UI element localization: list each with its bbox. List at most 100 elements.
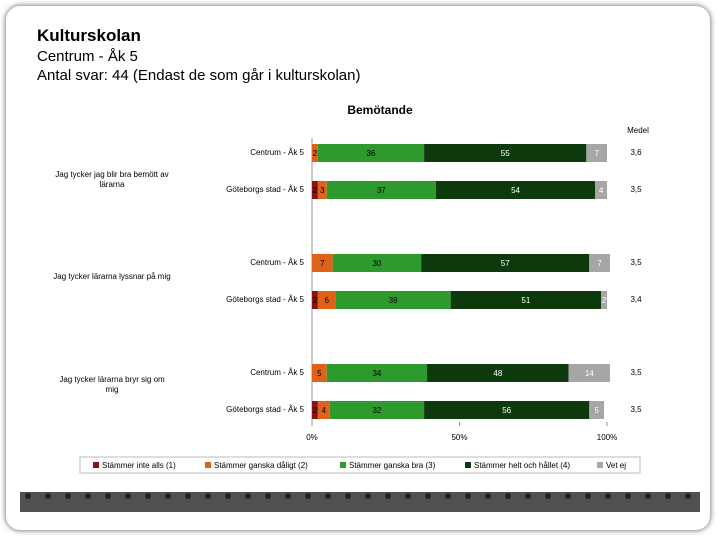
mean-label: 3,6 xyxy=(630,148,642,157)
bar-segment xyxy=(326,181,436,199)
footer-figure xyxy=(525,493,531,499)
footer-figure xyxy=(185,493,191,499)
value-label: 39 xyxy=(389,296,398,305)
bar-segment xyxy=(568,364,610,382)
value-label: 6 xyxy=(325,296,330,305)
footer-figure xyxy=(205,493,211,499)
bar-segment xyxy=(317,181,327,199)
mean-label: 3,5 xyxy=(630,368,642,377)
value-label: 54 xyxy=(511,186,520,195)
slide-title: Kulturskolan xyxy=(37,26,141,45)
footer-figure xyxy=(165,493,171,499)
footer-figure xyxy=(565,493,571,499)
footer-decoration xyxy=(20,492,700,512)
bar-segment xyxy=(312,254,333,272)
bar-segment xyxy=(589,254,610,272)
footer-figure xyxy=(225,493,231,499)
footer-figure xyxy=(665,493,671,499)
category-label: Göteborgs stad - Åk 5 xyxy=(226,295,304,304)
footer-figure xyxy=(25,493,31,499)
bar-segment xyxy=(435,181,596,199)
legend-label: Stämmer ganska bra (3) xyxy=(349,461,436,470)
value-label: 36 xyxy=(367,149,376,158)
bar-segment xyxy=(312,291,318,309)
value-label: 14 xyxy=(585,369,594,378)
footer-figure xyxy=(585,493,591,499)
value-label: 57 xyxy=(501,259,510,268)
bar-segment xyxy=(312,401,318,419)
x-tick-label: 0% xyxy=(306,433,318,442)
footer-figure xyxy=(45,493,51,499)
bar-segment xyxy=(332,254,422,272)
value-label: 32 xyxy=(372,406,381,415)
bar-segment xyxy=(424,401,590,419)
value-label: 7 xyxy=(597,259,602,268)
bar-segment xyxy=(335,291,451,309)
bar-segment xyxy=(312,364,327,382)
slide-subtitle: Centrum - Åk 5 xyxy=(37,48,138,65)
value-label: 55 xyxy=(501,149,510,158)
footer-figure xyxy=(505,493,511,499)
footer-figure xyxy=(425,493,431,499)
value-label: 4 xyxy=(599,186,604,195)
legend-label: Stämmer helt och hållet (4) xyxy=(474,461,570,470)
bar-segment xyxy=(601,291,607,309)
bar-segment xyxy=(450,291,602,309)
footer-figure xyxy=(105,493,111,499)
mean-label: 3,4 xyxy=(630,295,642,304)
legend-box xyxy=(79,456,641,474)
legend-label: Stämmer inte alls (1) xyxy=(102,461,176,470)
value-label: 34 xyxy=(372,369,381,378)
category-label: Centrum - Åk 5 xyxy=(250,368,304,377)
legend-swatch xyxy=(465,462,471,468)
category-label: Göteborgs stad - Åk 5 xyxy=(226,185,304,194)
bar-segment xyxy=(595,181,607,199)
bar-segment xyxy=(312,144,318,162)
value-label: 2 xyxy=(313,186,318,195)
value-label: 30 xyxy=(372,259,381,268)
group-label: Jag tycker lärarna bryr sig om mig xyxy=(59,375,165,394)
footer-figure xyxy=(245,493,251,499)
legend-swatch xyxy=(340,462,346,468)
bar-segment xyxy=(424,144,587,162)
footer-figure xyxy=(445,493,451,499)
footer-figure xyxy=(265,493,271,499)
x-tick-label: 50% xyxy=(451,433,467,442)
value-label: 48 xyxy=(493,369,502,378)
bar-segment xyxy=(586,144,607,162)
footer-figure xyxy=(325,493,331,499)
value-label: 37 xyxy=(377,186,386,195)
value-label: 2 xyxy=(602,296,607,305)
footer-figure xyxy=(85,493,91,499)
value-label: 3 xyxy=(320,186,325,195)
x-tick-label: 100% xyxy=(597,433,617,442)
chart-title: Bemötande xyxy=(347,103,413,117)
value-label: 51 xyxy=(521,296,530,305)
value-label: 2 xyxy=(313,406,318,415)
bar-segment xyxy=(317,291,336,309)
mean-title: Medel xyxy=(627,126,649,135)
bar-segment xyxy=(326,364,428,382)
value-label: 5 xyxy=(594,406,599,415)
group-label: Jag tycker jag blir bra bemött av lärarn… xyxy=(55,170,169,189)
category-label: Centrum - Åk 5 xyxy=(250,258,304,267)
value-label: 56 xyxy=(502,406,511,415)
mean-label: 3,5 xyxy=(630,185,642,194)
value-label: 2 xyxy=(313,296,318,305)
footer-figure xyxy=(645,493,651,499)
category-label: Göteborgs stad - Åk 5 xyxy=(226,405,304,414)
footer-figure xyxy=(345,493,351,499)
footer-figure xyxy=(545,493,551,499)
bar-segment xyxy=(317,401,330,419)
footer-figure xyxy=(485,493,491,499)
mean-label: 3,5 xyxy=(630,405,642,414)
footer-figure xyxy=(465,493,471,499)
value-label: 2 xyxy=(313,149,318,158)
footer-figure xyxy=(685,493,691,499)
footer-figure xyxy=(125,493,131,499)
category-label: Centrum - Åk 5 xyxy=(250,148,304,157)
value-label: 7 xyxy=(320,259,325,268)
legend-swatch xyxy=(597,462,603,468)
